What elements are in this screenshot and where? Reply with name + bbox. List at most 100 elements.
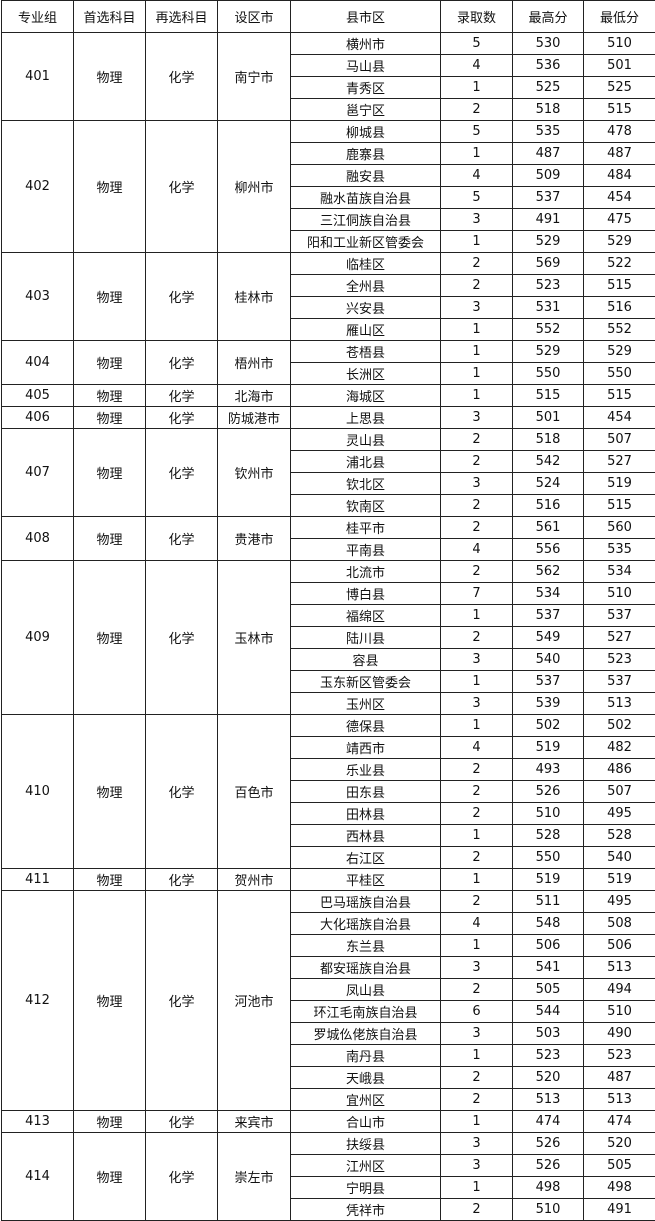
- county-cell: 宁明县: [291, 1177, 441, 1199]
- max-score-cell: 542: [513, 451, 584, 473]
- header-row: 专业组 首选科目 再选科目 设区市 县市区 录取数 最高分 最低分: [2, 1, 655, 33]
- county-cell: 靖西市: [291, 737, 441, 759]
- max-score-cell: 535: [513, 121, 584, 143]
- second-subject-cell: 化学: [146, 341, 218, 385]
- min-score-cell: 454: [584, 407, 655, 429]
- min-score-cell: 515: [584, 99, 655, 121]
- county-cell: 巴马瑶族自治县: [291, 891, 441, 913]
- county-cell: 平南县: [291, 539, 441, 561]
- min-score-cell: 550: [584, 363, 655, 385]
- first-subject-cell: 物理: [74, 561, 146, 715]
- admitted-cell: 2: [441, 561, 513, 583]
- min-score-cell: 523: [584, 649, 655, 671]
- admitted-cell: 2: [441, 847, 513, 869]
- max-score-cell: 548: [513, 913, 584, 935]
- max-score-cell: 515: [513, 385, 584, 407]
- min-score-cell: 498: [584, 1177, 655, 1199]
- max-score-cell: 537: [513, 605, 584, 627]
- admitted-cell: 1: [441, 1045, 513, 1067]
- max-score-cell: 526: [513, 781, 584, 803]
- min-score-cell: 510: [584, 33, 655, 55]
- admitted-cell: 1: [441, 1111, 513, 1133]
- admitted-cell: 2: [441, 253, 513, 275]
- min-score-cell: 534: [584, 561, 655, 583]
- min-score-cell: 527: [584, 627, 655, 649]
- max-score-cell: 531: [513, 297, 584, 319]
- second-subject-cell: 化学: [146, 407, 218, 429]
- first-subject-cell: 物理: [74, 1133, 146, 1221]
- group-cell: 404: [2, 341, 74, 385]
- min-score-cell: 482: [584, 737, 655, 759]
- county-cell: 福绵区: [291, 605, 441, 627]
- min-score-cell: 478: [584, 121, 655, 143]
- group-cell: 407: [2, 429, 74, 517]
- admitted-cell: 1: [441, 605, 513, 627]
- county-cell: 上思县: [291, 407, 441, 429]
- max-score-cell: 523: [513, 275, 584, 297]
- admitted-cell: 4: [441, 55, 513, 77]
- second-subject-cell: 化学: [146, 869, 218, 891]
- min-score-cell: 528: [584, 825, 655, 847]
- county-cell: 德保县: [291, 715, 441, 737]
- group-cell: 405: [2, 385, 74, 407]
- admitted-cell: 1: [441, 143, 513, 165]
- min-score-cell: 486: [584, 759, 655, 781]
- city-cell: 崇左市: [218, 1133, 291, 1221]
- county-cell: 大化瑶族自治县: [291, 913, 441, 935]
- group-cell: 411: [2, 869, 74, 891]
- county-cell: 雁山区: [291, 319, 441, 341]
- county-cell: 融水苗族自治县: [291, 187, 441, 209]
- county-cell: 全州县: [291, 275, 441, 297]
- max-score-cell: 561: [513, 517, 584, 539]
- admitted-cell: 3: [441, 473, 513, 495]
- admitted-cell: 3: [441, 1023, 513, 1045]
- max-score-cell: 519: [513, 869, 584, 891]
- max-score-cell: 526: [513, 1155, 584, 1177]
- admitted-cell: 3: [441, 407, 513, 429]
- group-cell: 413: [2, 1111, 74, 1133]
- min-score-cell: 474: [584, 1111, 655, 1133]
- admitted-cell: 2: [441, 979, 513, 1001]
- county-cell: 马山县: [291, 55, 441, 77]
- admitted-cell: 7: [441, 583, 513, 605]
- max-score-cell: 537: [513, 187, 584, 209]
- min-score-cell: 501: [584, 55, 655, 77]
- first-subject-cell: 物理: [74, 869, 146, 891]
- admitted-cell: 1: [441, 869, 513, 891]
- city-cell: 钦州市: [218, 429, 291, 517]
- max-score-cell: 556: [513, 539, 584, 561]
- min-score-cell: 508: [584, 913, 655, 935]
- second-subject-cell: 化学: [146, 715, 218, 869]
- max-score-cell: 523: [513, 1045, 584, 1067]
- admitted-cell: 6: [441, 1001, 513, 1023]
- county-cell: 灵山县: [291, 429, 441, 451]
- admitted-cell: 3: [441, 1155, 513, 1177]
- admitted-cell: 1: [441, 363, 513, 385]
- admitted-cell: 2: [441, 627, 513, 649]
- city-cell: 北海市: [218, 385, 291, 407]
- admitted-cell: 2: [441, 99, 513, 121]
- city-cell: 来宾市: [218, 1111, 291, 1133]
- admitted-cell: 2: [441, 781, 513, 803]
- min-score-cell: 494: [584, 979, 655, 1001]
- second-subject-cell: 化学: [146, 891, 218, 1111]
- county-cell: 乐业县: [291, 759, 441, 781]
- first-subject-cell: 物理: [74, 715, 146, 869]
- county-cell: 罗城仫佬族自治县: [291, 1023, 441, 1045]
- second-subject-cell: 化学: [146, 429, 218, 517]
- admitted-cell: 2: [441, 891, 513, 913]
- county-cell: 青秀区: [291, 77, 441, 99]
- second-subject-cell: 化学: [146, 561, 218, 715]
- min-score-cell: 513: [584, 693, 655, 715]
- min-score-cell: 529: [584, 231, 655, 253]
- city-cell: 贵港市: [218, 517, 291, 561]
- min-score-cell: 527: [584, 451, 655, 473]
- max-score-cell: 510: [513, 1199, 584, 1221]
- second-subject-cell: 化学: [146, 253, 218, 341]
